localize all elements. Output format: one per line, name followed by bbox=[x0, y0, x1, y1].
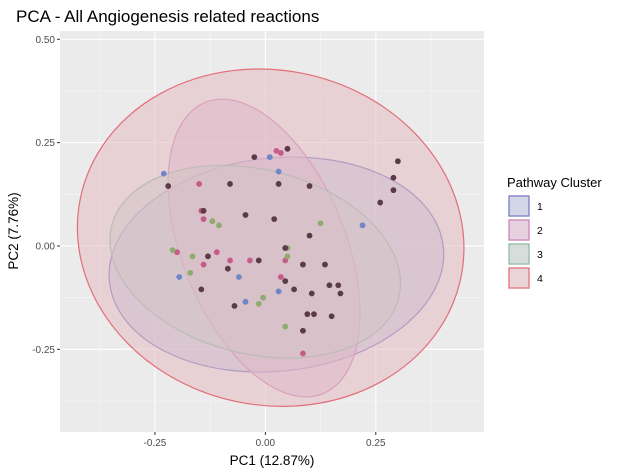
point-cluster-4 bbox=[300, 327, 306, 334]
point-cluster-2 bbox=[213, 249, 220, 256]
x-axis-title: PC1 (12.87%) bbox=[230, 453, 315, 468]
x-tick-label: -0.25 bbox=[144, 438, 167, 449]
y-tick-label: 0.25 bbox=[36, 138, 56, 149]
point-cluster-4 bbox=[308, 290, 315, 297]
point-cluster-4 bbox=[394, 158, 401, 165]
legend: Pathway Cluster 1 2 3 4 bbox=[507, 175, 602, 289]
point-cluster-1 bbox=[359, 222, 366, 229]
point-cluster-1 bbox=[160, 170, 167, 177]
chart-title: PCA - All Angiogenesis related reactions bbox=[16, 7, 319, 26]
point-cluster-1 bbox=[266, 154, 273, 160]
point-cluster-2 bbox=[227, 257, 233, 264]
point-cluster-4 bbox=[227, 181, 233, 187]
point-cluster-4 bbox=[390, 174, 397, 181]
x-tick-label: 0.00 bbox=[256, 438, 276, 449]
point-cluster-3 bbox=[209, 218, 216, 225]
point-cluster-3 bbox=[187, 269, 194, 276]
legend-key-2 bbox=[508, 219, 530, 241]
point-cluster-4 bbox=[300, 261, 306, 268]
point-cluster-3 bbox=[284, 253, 291, 260]
point-cluster-4 bbox=[304, 311, 311, 318]
point-cluster-2 bbox=[247, 257, 253, 264]
confidence-ellipses bbox=[76, 68, 465, 407]
y-tick-label: 0.50 bbox=[36, 35, 56, 46]
point-cluster-1 bbox=[275, 288, 282, 295]
point-cluster-4 bbox=[231, 303, 238, 309]
point-cluster-3 bbox=[169, 247, 176, 254]
point-cluster-4 bbox=[198, 286, 205, 293]
point-cluster-4 bbox=[251, 154, 258, 160]
y-tick-label: -0.25 bbox=[32, 345, 55, 356]
y-tick-label: 0.00 bbox=[36, 241, 56, 252]
point-cluster-4 bbox=[326, 282, 333, 289]
point-cluster-4 bbox=[328, 313, 335, 320]
point-cluster-2 bbox=[200, 216, 207, 222]
legend-label-1: 1 bbox=[537, 201, 543, 213]
point-cluster-3 bbox=[255, 300, 262, 307]
legend-label-2: 2 bbox=[537, 225, 543, 237]
point-cluster-4 bbox=[311, 311, 317, 318]
point-cluster-4 bbox=[205, 253, 211, 260]
point-cluster-3 bbox=[282, 323, 289, 330]
legend-key-4 bbox=[508, 267, 530, 289]
point-cluster-4 bbox=[335, 282, 342, 289]
x-tick-label: 0.25 bbox=[366, 438, 386, 449]
point-cluster-1 bbox=[176, 274, 183, 280]
point-cluster-4 bbox=[306, 232, 313, 239]
point-cluster-4 bbox=[255, 257, 262, 264]
point-cluster-1 bbox=[242, 298, 249, 305]
point-cluster-4 bbox=[377, 199, 384, 206]
point-cluster-4 bbox=[291, 286, 297, 293]
point-cluster-4 bbox=[275, 181, 282, 187]
data-points bbox=[160, 145, 401, 357]
point-cluster-4 bbox=[165, 183, 172, 189]
point-cluster-2 bbox=[174, 249, 180, 256]
ellipse-cluster-4 bbox=[76, 68, 465, 407]
point-cluster-4 bbox=[282, 245, 289, 251]
point-cluster-4 bbox=[271, 216, 278, 222]
point-cluster-2 bbox=[196, 181, 203, 187]
point-cluster-4 bbox=[200, 207, 207, 214]
y-axis-title: PC2 (7.76%) bbox=[6, 192, 21, 269]
legend-key-1 bbox=[508, 195, 530, 217]
point-cluster-3 bbox=[216, 222, 222, 229]
point-cluster-1 bbox=[235, 274, 242, 280]
point-cluster-4 bbox=[282, 278, 289, 285]
point-cluster-4 bbox=[242, 212, 249, 218]
point-cluster-2 bbox=[277, 150, 284, 156]
point-cluster-4 bbox=[337, 290, 344, 297]
legend-title: Pathway Cluster bbox=[507, 175, 602, 190]
point-cluster-4 bbox=[224, 265, 231, 272]
point-cluster-4 bbox=[306, 183, 313, 189]
legend-label-3: 3 bbox=[537, 249, 543, 261]
point-cluster-3 bbox=[189, 253, 196, 260]
point-cluster-2 bbox=[300, 350, 306, 357]
point-cluster-4 bbox=[284, 145, 291, 152]
point-cluster-4 bbox=[390, 187, 397, 194]
point-cluster-1 bbox=[275, 168, 282, 175]
point-cluster-4 bbox=[322, 261, 328, 268]
axis-ticks: -0.25 0.00 0.25 -0.25 0.00 0.25 0.50 bbox=[32, 35, 386, 449]
point-cluster-2 bbox=[277, 274, 284, 280]
legend-key-3 bbox=[508, 243, 530, 265]
point-cluster-3 bbox=[260, 294, 267, 301]
legend-label-4: 4 bbox=[537, 273, 543, 285]
point-cluster-3 bbox=[317, 220, 324, 227]
point-cluster-2 bbox=[273, 147, 280, 154]
point-cluster-2 bbox=[200, 261, 207, 268]
